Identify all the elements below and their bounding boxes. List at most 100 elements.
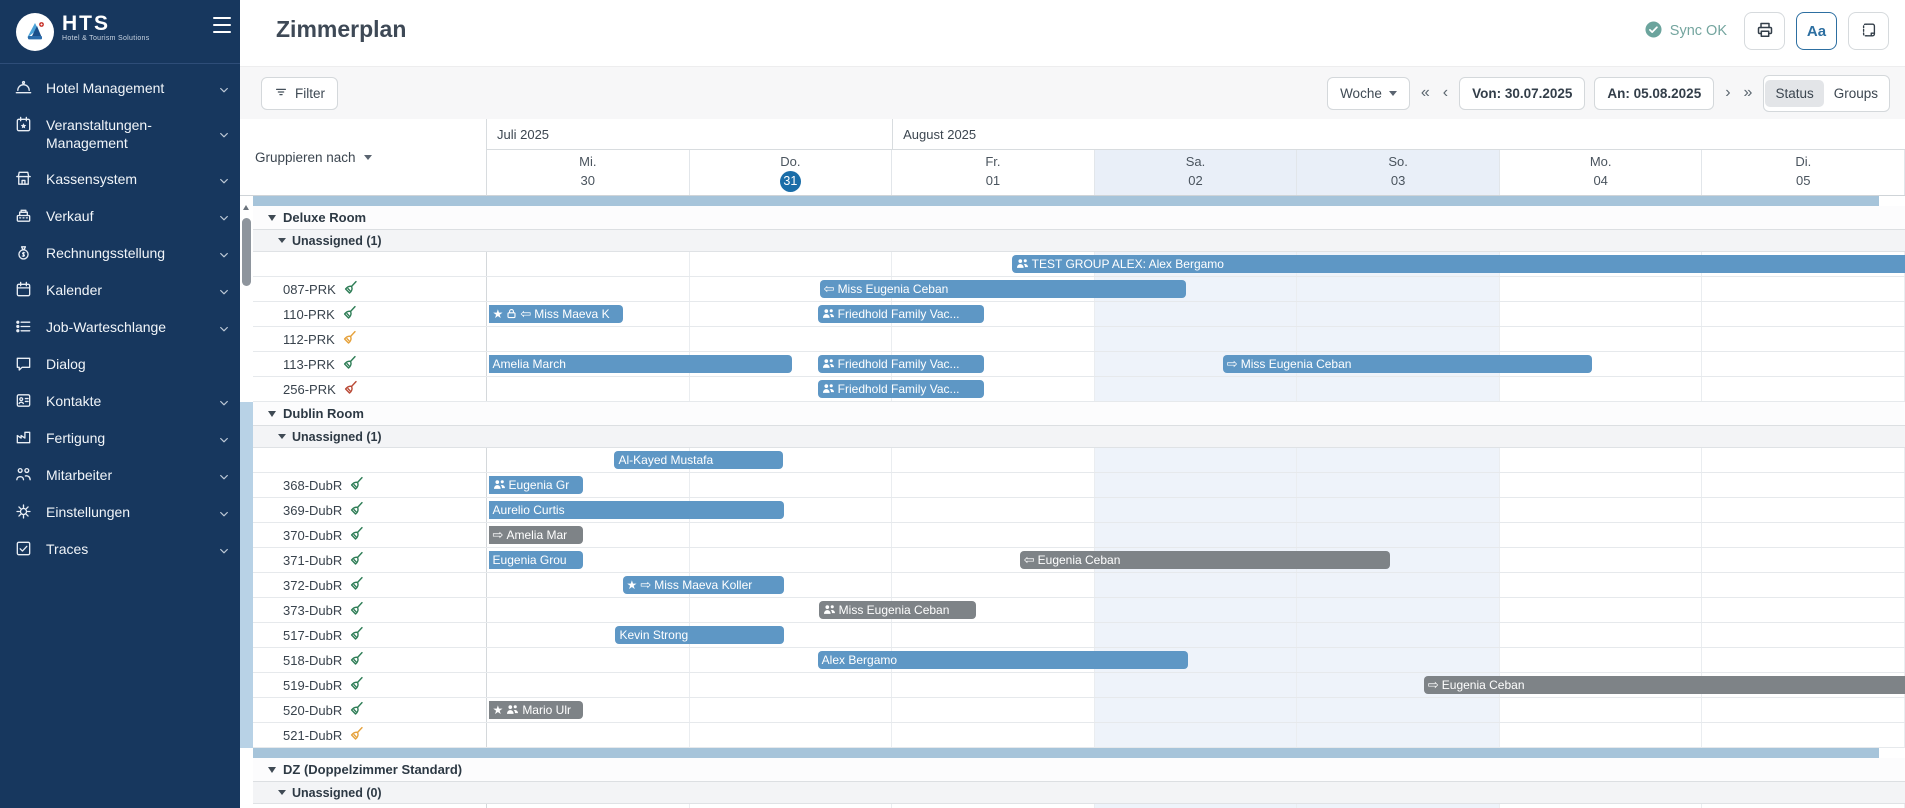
- sidebar-item-fertigung[interactable]: Fertigung: [0, 420, 240, 457]
- room-row: 373-DubR Miss Eugenia Ceban: [253, 598, 1905, 623]
- notes-button[interactable]: [1848, 12, 1889, 50]
- unassigned-subgroup-header[interactable]: Unassigned (0): [253, 782, 1905, 804]
- sidebar-item-veranstaltungen-management[interactable]: Veranstaltungen-Management: [0, 107, 240, 161]
- room-group-header[interactable]: DZ (Doppelzimmer Standard): [253, 758, 1905, 782]
- range-dropdown[interactable]: Woche: [1327, 76, 1410, 110]
- room-label-cell[interactable]: 110-PRK: [253, 302, 487, 326]
- horizontal-scrollbar-top[interactable]: [253, 196, 1905, 206]
- date-to-field[interactable]: An: 05.08.2025: [1594, 76, 1715, 110]
- room-label-cell[interactable]: 368-DubR: [253, 473, 487, 497]
- booking-bar[interactable]: Friedhold Family Vac...: [817, 305, 984, 323]
- room-label-cell[interactable]: 369-DubR: [253, 498, 487, 522]
- booking-bar[interactable]: ⇦ Eugenia Ceban: [1019, 551, 1390, 569]
- room-group-header[interactable]: Dublin Room: [253, 402, 1905, 426]
- sidebar-item-hotel-management[interactable]: Hotel Management: [0, 70, 240, 107]
- booking-bar[interactable]: TEST GROUP ALEX: Alex Bergamo: [1011, 255, 1905, 273]
- chevron-down-icon: [218, 83, 230, 95]
- sidebar-item-verkauf[interactable]: Verkauf: [0, 198, 240, 235]
- font-size-button[interactable]: Aa: [1796, 12, 1837, 50]
- group-by-dropdown[interactable]: Gruppieren nach: [240, 119, 487, 196]
- nav-prev-button[interactable]: ‹: [1442, 84, 1449, 101]
- sidebar-item-rechnungsstellung[interactable]: Rechnungsstellung: [0, 235, 240, 272]
- sidebar-item-kassensystem[interactable]: Kassensystem: [0, 161, 240, 198]
- booking-bar[interactable]: Amelia March: [488, 355, 792, 373]
- room-label-cell[interactable]: 521-DubR: [253, 723, 487, 747]
- vertical-scrollbar[interactable]: [240, 196, 253, 808]
- room-label-cell[interactable]: 371-DubR: [253, 548, 487, 572]
- unassigned-subgroup-header[interactable]: Unassigned (1): [253, 426, 1905, 448]
- nav-next-button[interactable]: ›: [1725, 84, 1731, 101]
- day-header-31[interactable]: Do. 31: [690, 150, 893, 195]
- booking-bar[interactable]: Friedhold Family Vac...: [817, 380, 984, 398]
- booking-bar[interactable]: Miss Eugenia Ceban: [818, 601, 976, 619]
- booking-bar[interactable]: ⇦ Miss Eugenia Ceban: [819, 280, 1186, 298]
- room-label-cell[interactable]: 087-PRK: [253, 277, 487, 301]
- scroll-up-icon[interactable]: [243, 205, 249, 210]
- money-bag-icon: [14, 243, 34, 263]
- room-label-cell[interactable]: 372-DubR: [253, 573, 487, 597]
- scrollbar-thumb[interactable]: [242, 218, 251, 286]
- booking-bar[interactable]: Friedhold Family Vac...: [817, 355, 984, 373]
- day-column: [487, 673, 690, 697]
- day-column: [1094, 523, 1298, 547]
- nav-last-button[interactable]: »: [1743, 84, 1753, 101]
- day-header-05[interactable]: Di. 05: [1702, 150, 1905, 195]
- room-number: 369-DubR: [283, 502, 343, 518]
- sidebar-item-job-warteschlange[interactable]: Job-Warteschlange: [0, 309, 240, 346]
- booking-bar[interactable]: ★ ⇨ Miss Maeva Koller: [622, 576, 784, 594]
- day-header-03[interactable]: So. 03: [1297, 150, 1500, 195]
- sidebar-item-einstellungen[interactable]: Einstellungen: [0, 494, 240, 531]
- nav-first-button[interactable]: «: [1420, 84, 1430, 101]
- status-toggle[interactable]: Status: [1765, 79, 1824, 107]
- sidebar-item-kalender[interactable]: Kalender: [0, 272, 240, 309]
- room-label-cell[interactable]: 370-DubR: [253, 523, 487, 547]
- room-number: 370-DubR: [283, 527, 343, 543]
- room-label-cell[interactable]: 112-PRK: [253, 327, 487, 351]
- date-from-field[interactable]: Von: 30.07.2025: [1459, 76, 1586, 110]
- day-header-04[interactable]: Mo. 04: [1500, 150, 1703, 195]
- booking-bar[interactable]: ⇨ Miss Eugenia Ceban: [1222, 355, 1592, 373]
- notes-icon: [1860, 21, 1878, 42]
- room-label-cell[interactable]: 517-DubR: [253, 623, 487, 647]
- horizontal-scrollbar-bottom[interactable]: [253, 748, 1905, 758]
- booking-bar[interactable]: ⇨ Eugenia Ceban: [1423, 676, 1905, 694]
- booking-bar[interactable]: Al-Kayed Mustafa: [614, 451, 784, 469]
- day-header-02[interactable]: Sa. 02: [1094, 150, 1298, 195]
- day-header-01[interactable]: Fr. 01: [892, 150, 1095, 195]
- booking-bar[interactable]: Eugenia Grou: [488, 551, 583, 569]
- booking-bar[interactable]: Alex Bergamo: [817, 651, 1188, 669]
- day-column: [487, 723, 690, 747]
- day-header-30[interactable]: Mi. 30: [487, 150, 690, 195]
- room-group-title: Deluxe Room: [283, 210, 367, 225]
- sidebar-item-dialog[interactable]: Dialog: [0, 346, 240, 383]
- room-label-cell[interactable]: 256-PRK: [253, 377, 487, 401]
- print-button[interactable]: [1744, 12, 1785, 50]
- sidebar-item-traces[interactable]: Traces: [0, 531, 240, 568]
- day-column: [1500, 623, 1703, 647]
- booking-bar[interactable]: Eugenia Gr: [488, 476, 583, 494]
- arrow-right-icon: ⇨: [1427, 677, 1439, 692]
- sidebar-item-kontakte[interactable]: Kontakte: [0, 383, 240, 420]
- day-column: [1297, 473, 1500, 497]
- groups-toggle[interactable]: Groups: [1833, 85, 1878, 101]
- booking-bar[interactable]: ★ ⇦ Miss Maeva K: [488, 305, 623, 323]
- list-icon: [14, 317, 34, 337]
- booking-bar[interactable]: Aurelio Curtis: [488, 501, 784, 519]
- room-label-cell[interactable]: 518-DubR: [253, 648, 487, 672]
- housekeeping-broom-icon-green: [349, 601, 364, 619]
- booking-bar[interactable]: ⇨ Amelia Mar: [488, 526, 583, 544]
- day-column: [690, 498, 893, 522]
- sidebar-item-mitarbeiter[interactable]: Mitarbeiter: [0, 457, 240, 494]
- unassigned-subgroup-header[interactable]: Unassigned (1): [253, 230, 1905, 252]
- room-label-cell[interactable]: 519-DubR: [253, 673, 487, 697]
- hamburger-menu-icon[interactable]: [213, 15, 231, 35]
- room-label-cell[interactable]: 113-PRK: [253, 352, 487, 376]
- sidebar-item-label: Traces: [46, 541, 89, 557]
- room-label-cell[interactable]: 373-DubR: [253, 598, 487, 622]
- chevron-down-icon: [218, 248, 230, 260]
- booking-bar[interactable]: ★ Mario Ulr: [488, 701, 583, 719]
- booking-bar[interactable]: Kevin Strong: [615, 626, 784, 644]
- room-group-header[interactable]: Deluxe Room: [253, 206, 1905, 230]
- room-label-cell[interactable]: 520-DubR: [253, 698, 487, 722]
- filter-button[interactable]: Filter: [261, 76, 338, 110]
